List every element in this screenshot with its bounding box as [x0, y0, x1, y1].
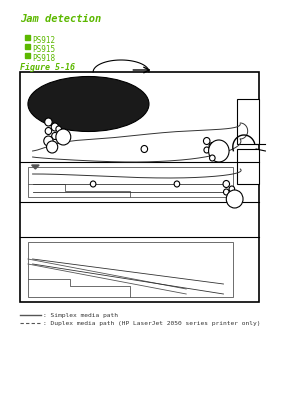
Text: PS915: PS915	[33, 45, 56, 54]
Text: : Simplex media path: : Simplex media path	[43, 312, 118, 318]
Bar	[237, 149, 259, 184]
Bar	[25, 53, 30, 57]
Circle shape	[209, 142, 216, 150]
Text: Figure 5-16: Figure 5-16	[20, 63, 76, 72]
Circle shape	[204, 147, 209, 153]
Bar	[237, 99, 259, 144]
Text: : Duplex media path (HP LaserJet 2050 series printer only): : Duplex media path (HP LaserJet 2050 se…	[43, 320, 260, 326]
Bar	[25, 34, 30, 40]
Circle shape	[90, 181, 96, 187]
Text: Jam detection: Jam detection	[20, 14, 102, 24]
Circle shape	[226, 190, 243, 208]
Circle shape	[45, 118, 52, 126]
Circle shape	[56, 126, 61, 132]
Bar	[28, 242, 233, 297]
Circle shape	[44, 136, 53, 146]
Circle shape	[203, 138, 210, 144]
Text: PS912: PS912	[33, 36, 56, 45]
Circle shape	[229, 186, 235, 192]
Bar	[20, 72, 259, 302]
Bar	[25, 43, 30, 49]
Circle shape	[223, 180, 230, 188]
Circle shape	[174, 181, 180, 187]
Circle shape	[52, 132, 58, 140]
Circle shape	[56, 129, 71, 145]
Bar	[28, 167, 233, 197]
Circle shape	[224, 189, 229, 195]
Circle shape	[209, 155, 215, 161]
Circle shape	[141, 146, 148, 152]
Circle shape	[45, 128, 52, 134]
Ellipse shape	[28, 77, 149, 132]
Polygon shape	[32, 165, 39, 169]
Text: PS918: PS918	[33, 54, 56, 63]
Circle shape	[51, 123, 59, 131]
Circle shape	[46, 141, 58, 153]
Circle shape	[208, 140, 229, 162]
